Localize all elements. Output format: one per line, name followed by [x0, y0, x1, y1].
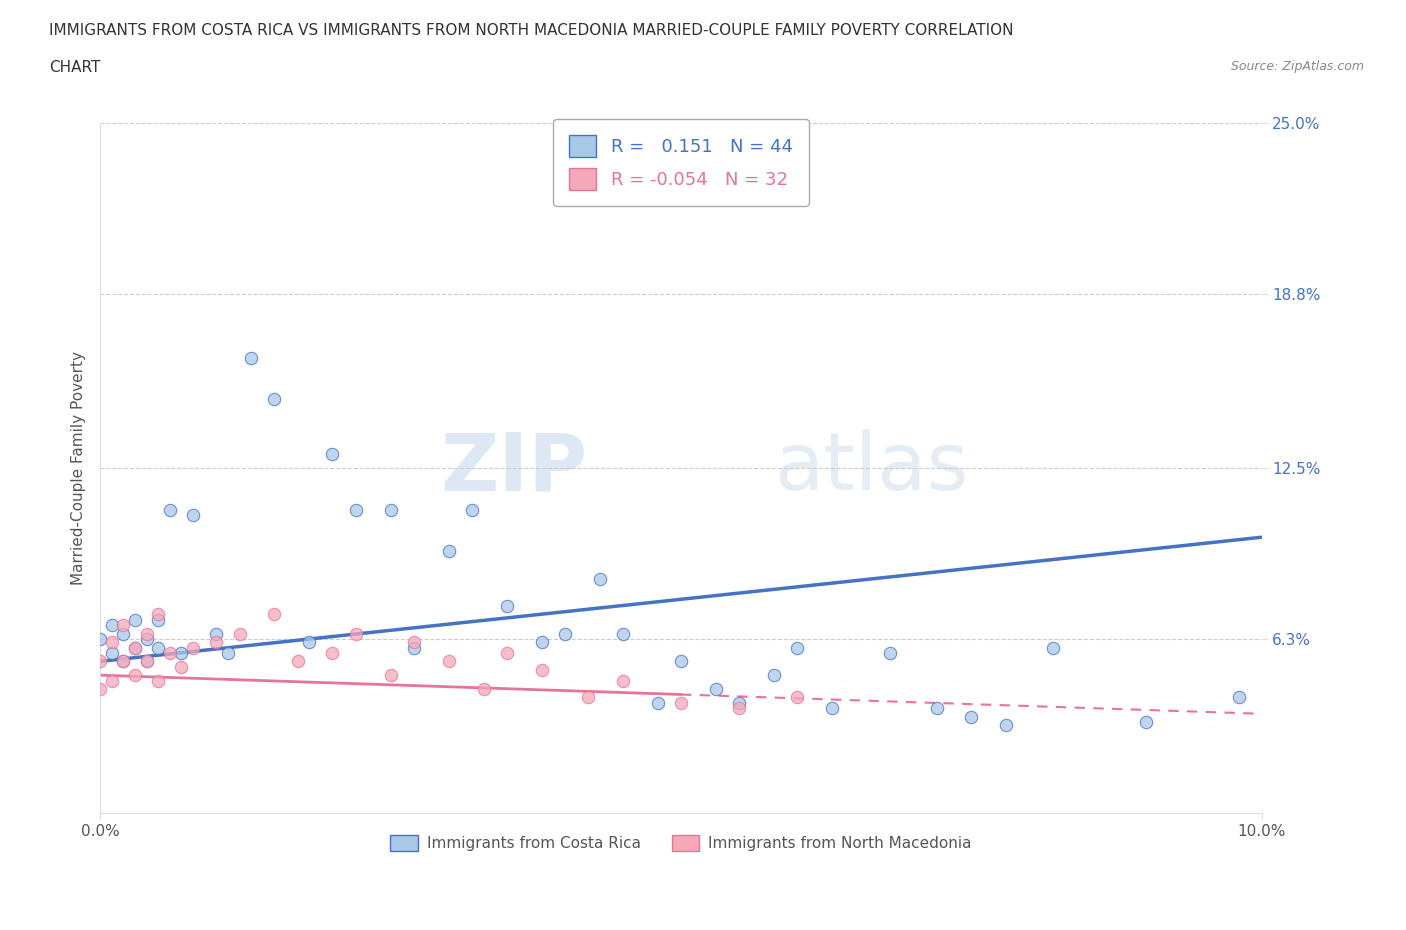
- Point: [124, 640, 146, 655]
- Point: [995, 717, 1018, 732]
- Point: [669, 696, 692, 711]
- Text: ZIP: ZIP: [441, 430, 588, 507]
- Point: [287, 654, 309, 669]
- Point: [181, 640, 204, 655]
- Point: [589, 571, 612, 586]
- Point: [960, 709, 983, 724]
- Point: [100, 618, 122, 633]
- Point: [576, 690, 599, 705]
- Point: [89, 654, 111, 669]
- Point: [148, 613, 170, 628]
- Point: [402, 634, 425, 649]
- Point: [786, 640, 808, 655]
- Point: [879, 645, 901, 660]
- Point: [263, 392, 285, 406]
- Point: [669, 654, 692, 669]
- Point: [170, 645, 193, 660]
- Point: [821, 701, 844, 716]
- Point: [100, 645, 122, 660]
- Point: [205, 626, 228, 641]
- Point: [135, 654, 157, 669]
- Point: [612, 673, 634, 688]
- Point: [112, 654, 135, 669]
- Point: [112, 654, 135, 669]
- Point: [495, 599, 517, 614]
- Point: [228, 626, 250, 641]
- Point: [344, 626, 367, 641]
- Point: [321, 645, 343, 660]
- Point: [89, 682, 111, 697]
- Point: [1227, 690, 1250, 705]
- Point: [321, 447, 343, 462]
- Text: CHART: CHART: [49, 60, 101, 75]
- Point: [135, 626, 157, 641]
- Point: [135, 631, 157, 646]
- Point: [762, 668, 785, 683]
- Point: [124, 668, 146, 683]
- Point: [148, 607, 170, 622]
- Point: [124, 613, 146, 628]
- Point: [112, 618, 135, 633]
- Point: [170, 659, 193, 674]
- Point: [437, 654, 460, 669]
- Point: [112, 626, 135, 641]
- Point: [495, 645, 517, 660]
- Point: [1042, 640, 1064, 655]
- Point: [647, 696, 669, 711]
- Point: [89, 631, 111, 646]
- Point: [100, 634, 122, 649]
- Point: [530, 634, 553, 649]
- Point: [240, 351, 263, 365]
- Point: [148, 640, 170, 655]
- Y-axis label: Married-Couple Family Poverty: Married-Couple Family Poverty: [72, 352, 86, 585]
- Text: Source: ZipAtlas.com: Source: ZipAtlas.com: [1230, 60, 1364, 73]
- Point: [786, 690, 808, 705]
- Point: [148, 673, 170, 688]
- Point: [159, 502, 181, 517]
- Text: atlas: atlas: [773, 430, 969, 507]
- Point: [159, 645, 181, 660]
- Text: IMMIGRANTS FROM COSTA RICA VS IMMIGRANTS FROM NORTH MACEDONIA MARRIED-COUPLE FAM: IMMIGRANTS FROM COSTA RICA VS IMMIGRANTS…: [49, 23, 1014, 38]
- Legend: Immigrants from Costa Rica, Immigrants from North Macedonia: Immigrants from Costa Rica, Immigrants f…: [384, 829, 977, 857]
- Point: [461, 502, 484, 517]
- Point: [1135, 714, 1157, 729]
- Point: [124, 640, 146, 655]
- Point: [554, 626, 576, 641]
- Point: [217, 645, 239, 660]
- Point: [704, 682, 727, 697]
- Point: [472, 682, 495, 697]
- Point: [437, 543, 460, 558]
- Point: [728, 696, 751, 711]
- Point: [380, 502, 402, 517]
- Point: [380, 668, 402, 683]
- Point: [181, 508, 204, 523]
- Point: [135, 654, 157, 669]
- Point: [925, 701, 948, 716]
- Point: [263, 607, 285, 622]
- Point: [402, 640, 425, 655]
- Point: [205, 634, 228, 649]
- Point: [100, 673, 122, 688]
- Point: [298, 634, 321, 649]
- Point: [344, 502, 367, 517]
- Point: [612, 626, 634, 641]
- Point: [728, 701, 751, 716]
- Point: [530, 662, 553, 677]
